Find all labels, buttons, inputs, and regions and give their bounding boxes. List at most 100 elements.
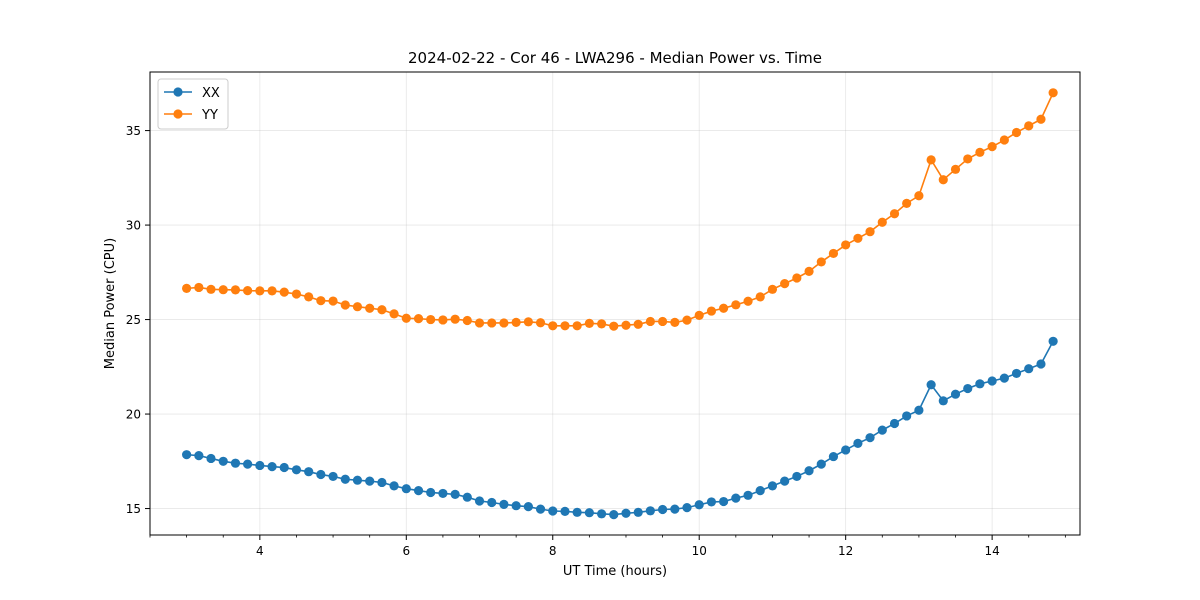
data-point-xx	[670, 504, 680, 514]
data-point-xx	[1048, 336, 1058, 346]
x-tick-label: 4	[256, 544, 264, 558]
legend-marker	[173, 109, 183, 119]
data-point-yy	[450, 314, 460, 324]
data-point-xx	[389, 481, 399, 491]
data-point-xx	[694, 500, 704, 510]
data-point-yy	[719, 303, 729, 313]
data-point-xx	[902, 411, 912, 421]
data-point-yy	[572, 321, 582, 331]
data-point-xx	[999, 373, 1009, 383]
data-point-yy	[401, 313, 411, 323]
plot-frame	[149, 71, 1081, 536]
chart-title: 2024-02-22 - Cor 46 - LWA296 - Median Po…	[408, 49, 822, 67]
data-point-yy	[499, 318, 509, 328]
data-point-xx	[719, 496, 729, 507]
data-point-yy	[535, 318, 546, 328]
data-point-xx	[706, 497, 717, 507]
data-point-xx	[633, 507, 643, 517]
data-point-xx	[340, 474, 350, 484]
x-tick-label: 12	[838, 544, 853, 558]
x-axis-label: UT Time (hours)	[563, 564, 667, 579]
data-point-yy	[694, 310, 704, 321]
y-tick-label: 30	[126, 219, 141, 233]
data-point-xx	[938, 396, 948, 406]
legend: XX YY	[157, 78, 229, 130]
data-point-yy	[609, 321, 619, 331]
data-point-xx	[755, 485, 765, 496]
data-point-xx	[328, 471, 338, 482]
legend-label: YY	[201, 108, 218, 123]
data-point-xx	[792, 471, 802, 482]
data-point-xx	[780, 476, 790, 486]
data-point-xx	[682, 503, 692, 513]
data-point-yy	[304, 292, 314, 302]
data-point-xx	[304, 467, 314, 477]
series-yy	[182, 88, 1058, 331]
data-point-xx	[1024, 364, 1034, 374]
data-point-xx	[816, 459, 826, 469]
data-point-yy	[279, 287, 289, 297]
data-point-yy	[743, 296, 753, 306]
data-point-yy	[816, 257, 826, 267]
x-tick-label: 10	[692, 544, 707, 558]
data-point-xx	[731, 493, 741, 503]
data-point-yy	[352, 302, 363, 312]
data-point-xx	[597, 509, 607, 519]
data-point-yy	[755, 292, 765, 302]
data-point-xx	[499, 499, 509, 509]
data-point-xx	[804, 466, 814, 476]
data-point-yy	[255, 286, 265, 296]
data-point-xx	[841, 445, 851, 455]
x-tick-label: 6	[402, 544, 410, 558]
data-point-yy	[792, 273, 802, 283]
data-point-yy	[291, 289, 302, 299]
y-tick-label: 15	[126, 502, 141, 516]
data-point-yy	[511, 317, 521, 327]
data-point-yy	[1024, 121, 1034, 131]
legend-item-yy: YY	[164, 108, 218, 123]
data-point-xx	[548, 506, 558, 516]
legend-marker	[173, 87, 183, 97]
data-point-xx	[255, 460, 265, 471]
data-point-yy	[841, 240, 851, 250]
data-point-xx	[182, 450, 192, 460]
data-point-yy	[584, 318, 594, 328]
data-point-yy	[597, 319, 607, 329]
data-point-yy	[218, 285, 228, 295]
data-point-yy	[731, 300, 741, 310]
data-point-yy	[633, 319, 643, 329]
data-point-xx	[572, 507, 582, 517]
data-point-xx	[645, 506, 655, 516]
data-point-yy	[999, 135, 1009, 145]
data-point-yy	[243, 286, 253, 296]
data-point-xx	[621, 508, 631, 518]
y-tick-label: 35	[126, 124, 141, 138]
data-point-yy	[914, 191, 924, 201]
data-point-yy	[523, 317, 533, 327]
x-tick-label: 14	[984, 544, 999, 558]
data-point-xx	[450, 489, 460, 499]
data-point-yy	[426, 314, 436, 325]
data-point-xx	[474, 496, 485, 506]
data-point-yy	[1048, 88, 1058, 98]
data-point-xx	[230, 458, 241, 468]
series-layer	[182, 88, 1058, 520]
data-point-yy	[438, 315, 448, 325]
data-point-yy	[267, 286, 277, 296]
data-point-yy	[780, 279, 790, 289]
data-point-yy	[316, 296, 326, 306]
legend-item-xx: XX	[164, 86, 220, 101]
data-point-yy	[767, 284, 778, 294]
data-point-xx	[1011, 368, 1022, 379]
data-point-yy	[230, 285, 241, 295]
data-point-xx	[609, 509, 619, 520]
data-point-xx	[743, 490, 753, 500]
legend-label: XX	[202, 86, 220, 101]
data-point-xx	[316, 469, 326, 480]
data-point-xx	[401, 484, 411, 494]
data-point-yy	[462, 315, 472, 326]
data-point-xx	[767, 481, 778, 491]
data-point-xx	[352, 475, 363, 485]
data-point-xx	[365, 476, 375, 486]
grid-lines	[150, 72, 1080, 535]
